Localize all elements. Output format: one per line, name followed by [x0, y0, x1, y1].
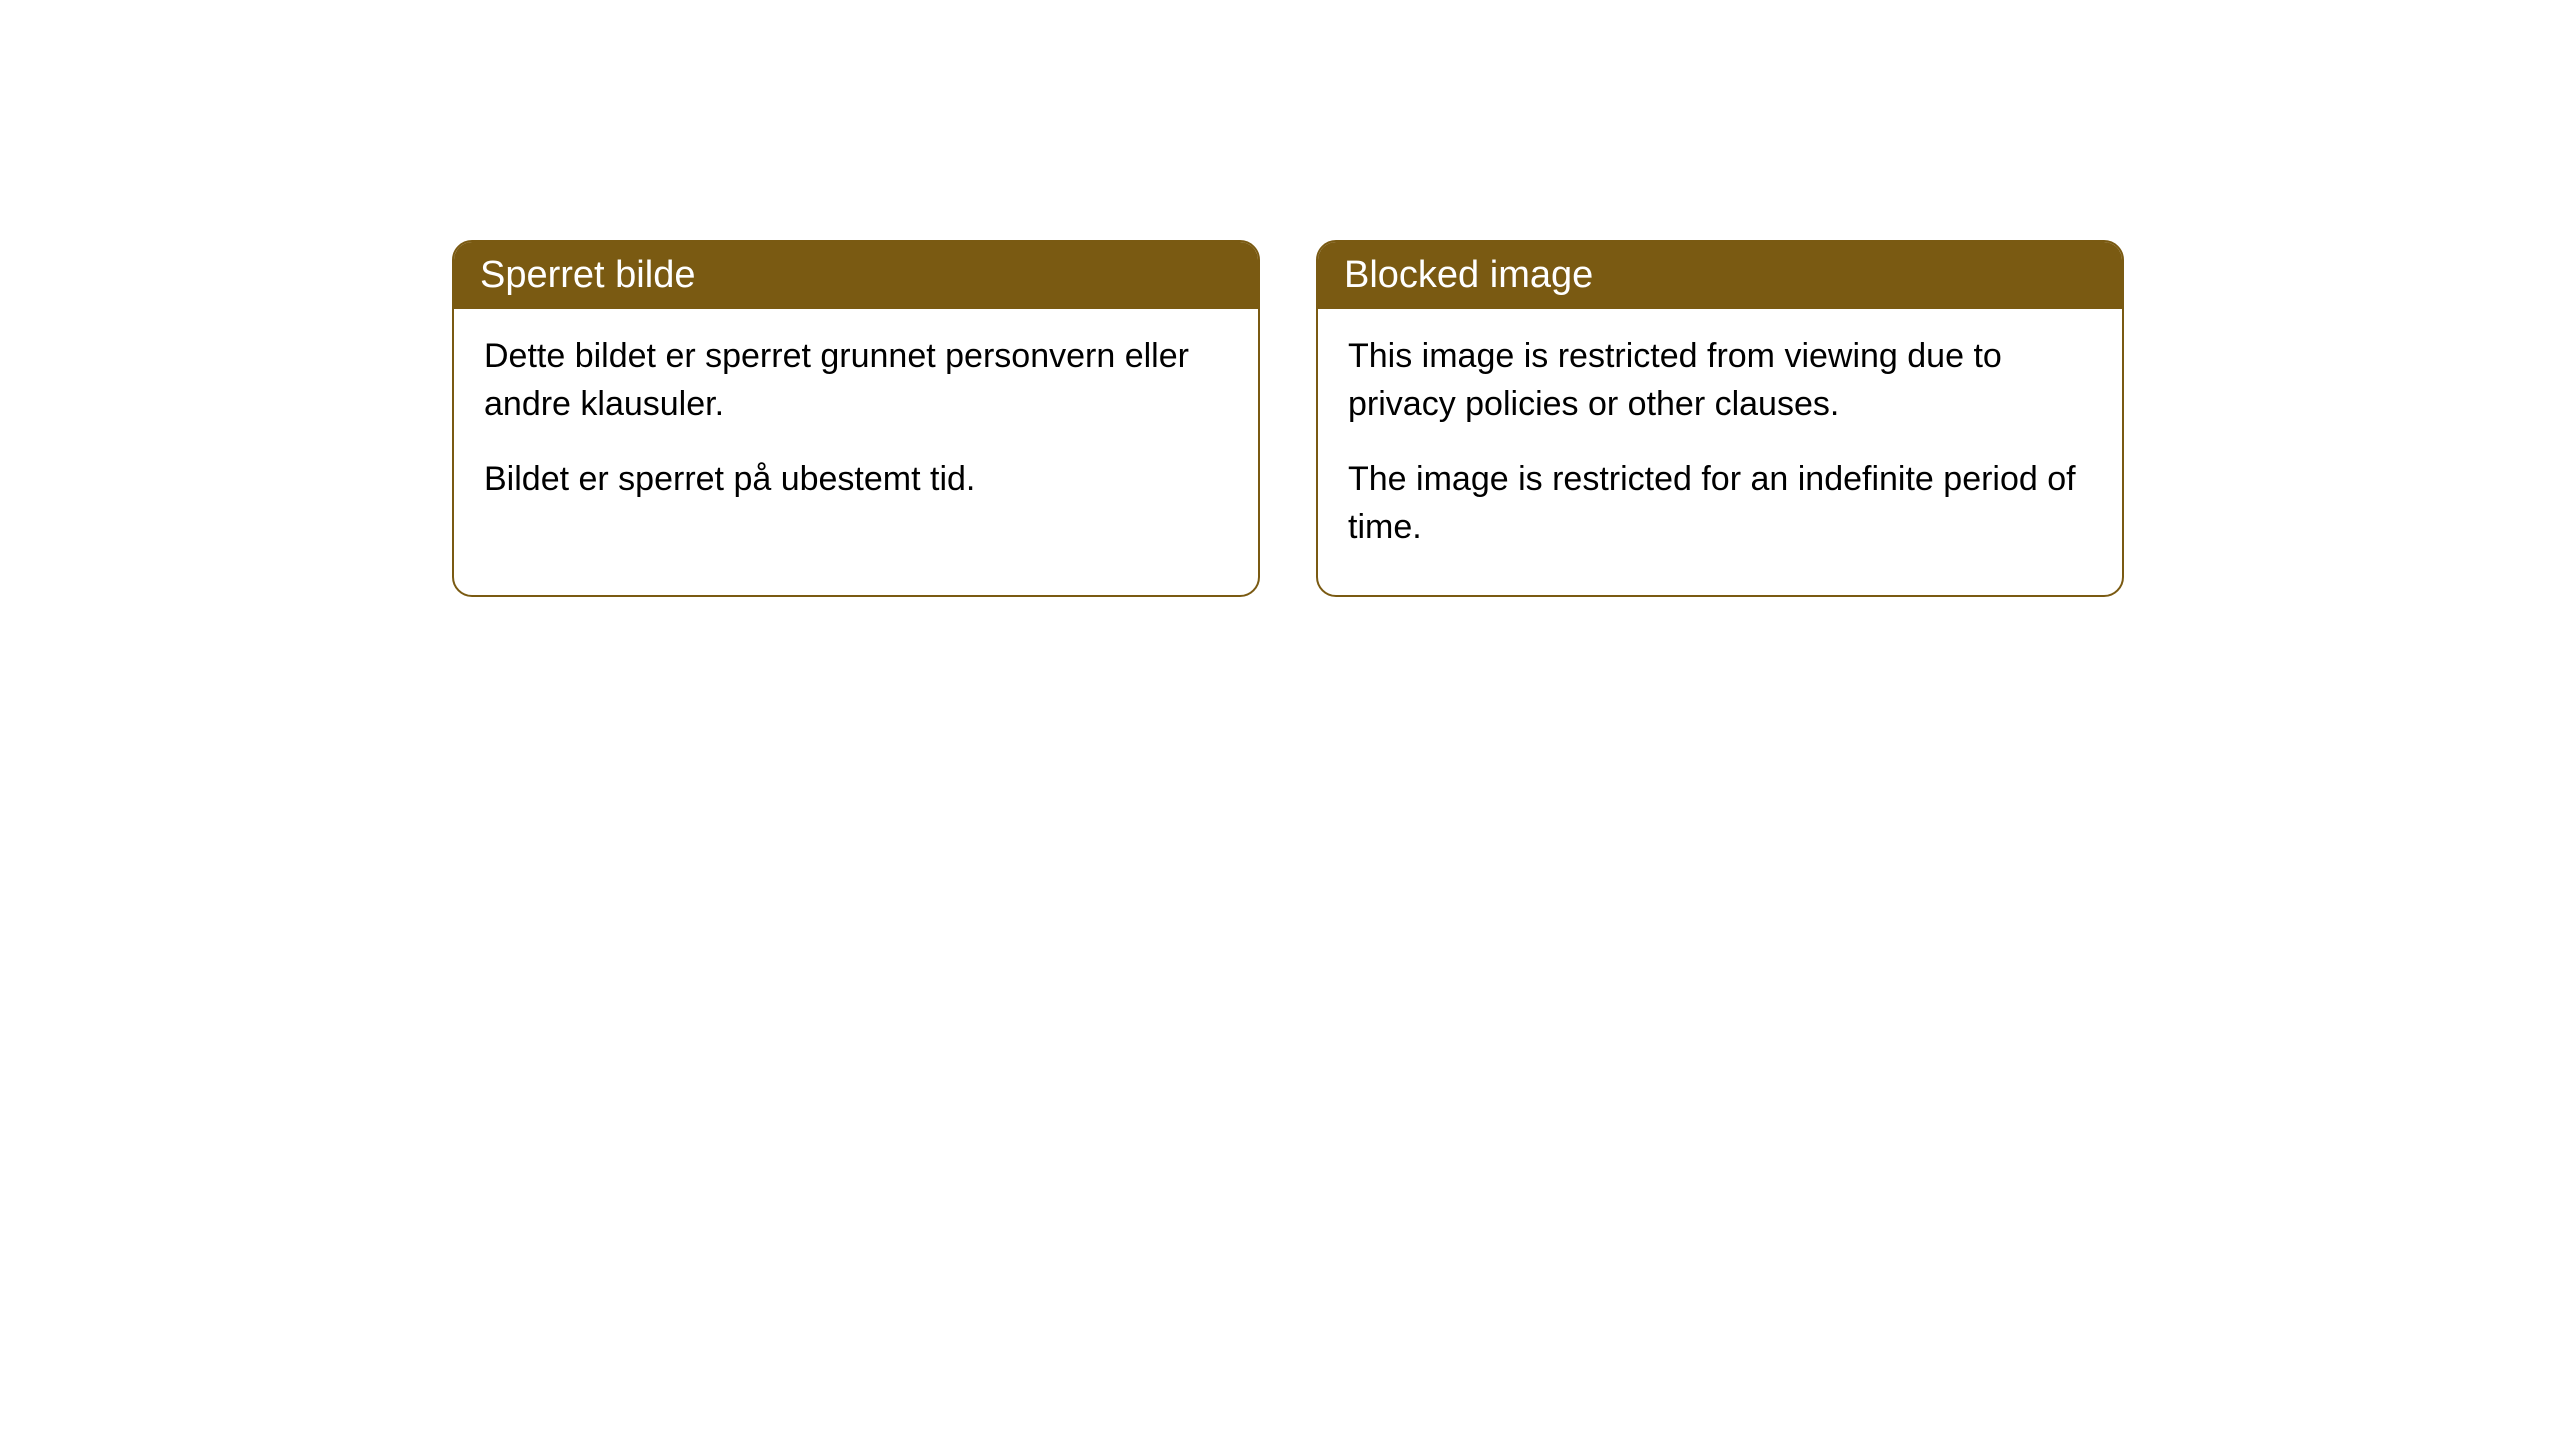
card-header-english: Blocked image	[1318, 242, 2122, 309]
notice-card-norwegian: Sperret bilde Dette bildet er sperret gr…	[452, 240, 1260, 597]
card-header-norwegian: Sperret bilde	[454, 242, 1258, 309]
notice-card-english: Blocked image This image is restricted f…	[1316, 240, 2124, 597]
notice-paragraph: Dette bildet er sperret grunnet personve…	[484, 333, 1228, 428]
card-body-english: This image is restricted from viewing du…	[1318, 309, 2122, 595]
card-body-norwegian: Dette bildet er sperret grunnet personve…	[454, 309, 1258, 548]
notice-paragraph: Bildet er sperret på ubestemt tid.	[484, 456, 1228, 504]
notice-cards-container: Sperret bilde Dette bildet er sperret gr…	[452, 240, 2124, 597]
notice-paragraph: This image is restricted from viewing du…	[1348, 333, 2092, 428]
notice-paragraph: The image is restricted for an indefinit…	[1348, 456, 2092, 551]
